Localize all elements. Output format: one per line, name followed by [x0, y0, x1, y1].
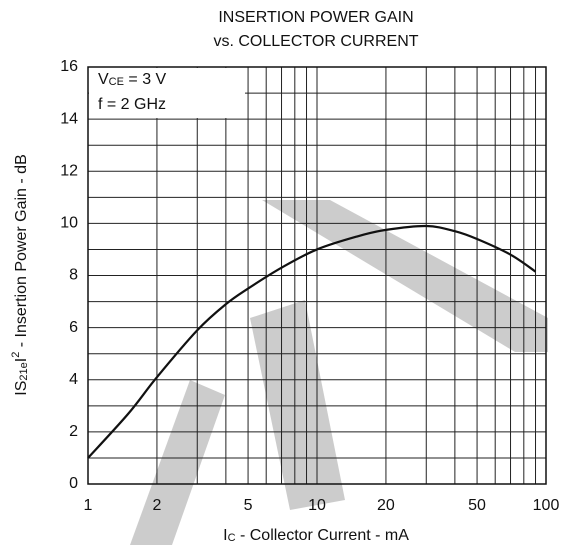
plot-frame	[87, 66, 547, 485]
plot-area	[87, 66, 547, 485]
y-tick-label: 2	[69, 423, 78, 440]
x-tick-label: 5	[244, 497, 253, 514]
y-tick-label: 10	[60, 215, 78, 232]
y-label-part: - Insertion Power Gain - dB	[13, 154, 30, 351]
data-line	[87, 224, 537, 459]
x-axis-label: IC - Collector Current - mA	[223, 527, 409, 544]
y-tick-label: 6	[69, 319, 78, 336]
y-tick-label: 14	[60, 110, 78, 127]
x-label-part: - Collector Current - mA	[236, 527, 410, 544]
y-label-part: I	[13, 358, 30, 362]
x-tick-label: 2	[152, 497, 161, 514]
y-axis-label: IS21eI2 - Insertion Power Gain - dB	[10, 154, 30, 395]
y-label-sub: 21e	[18, 362, 30, 380]
y-label-part: IS	[13, 381, 30, 396]
y-label-sup: 2	[10, 352, 22, 358]
x-tick-label: 1	[84, 497, 93, 514]
annotation-part: CE	[109, 76, 124, 88]
chart-title: INSERTION POWER GAIN	[218, 9, 413, 26]
annotation-box	[89, 68, 245, 118]
watermark-stroke	[130, 380, 225, 545]
watermark	[130, 200, 548, 545]
x-tick-label: 20	[377, 497, 395, 514]
x-tick-label: 10	[308, 497, 326, 514]
x-label-sub: C	[228, 532, 236, 544]
x-label-part: I	[223, 527, 227, 544]
annotation: f = 2 GHz	[98, 96, 166, 113]
y-tick-label: 0	[69, 475, 78, 492]
annotation: VCE = 3 V	[98, 71, 167, 88]
chart-title: vs. COLLECTOR CURRENT	[213, 33, 418, 50]
y-tick-label: 4	[69, 371, 78, 388]
watermark-stroke	[250, 300, 345, 510]
x-tick-label: 100	[533, 497, 560, 514]
annotation-part: = 3 V	[124, 71, 167, 88]
y-tick-label: 12	[60, 162, 78, 179]
y-tick-label: 8	[69, 267, 78, 284]
annotation-part: V	[98, 71, 109, 88]
y-tick-label: 16	[60, 58, 78, 75]
x-tick-label: 50	[468, 497, 486, 514]
